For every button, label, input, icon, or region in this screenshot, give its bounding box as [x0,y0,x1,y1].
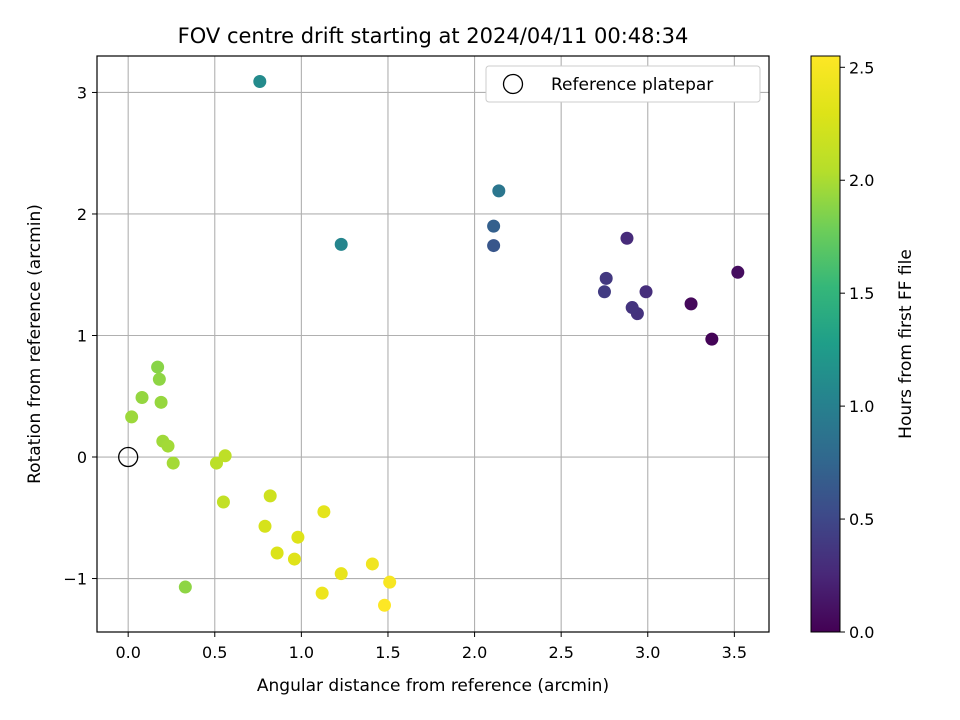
data-point [270,546,284,560]
data-point [151,360,165,374]
data-point [378,598,392,612]
reference-platepar-marker [118,446,139,468]
colorbar-tick-label: 2.5 [849,58,874,77]
data-point [334,237,348,251]
y-tick-label: 0 [77,448,87,467]
x-tick-label: 1.0 [289,643,314,662]
data-point [487,239,501,253]
data-point [731,265,745,279]
colorbar-tick-label: 2.0 [849,171,874,190]
legend-box [485,65,761,103]
colorbar-ticks: 0.0 0.5 1.0 1.5 2.0 2.5 [840,58,874,642]
colorbar-tick-label: 0.0 [849,623,874,642]
data-point [161,439,175,453]
y-tick-label: 2 [77,205,87,224]
data-point [154,395,168,409]
plot-frame [96,55,770,633]
data-point [291,530,305,544]
colorbar: 0.0 0.5 1.0 1.5 2.0 2.5 Hours from first FF f… [810,55,916,642]
data-point [258,519,272,533]
data-point [599,271,613,285]
data-point [492,184,506,198]
data-point [315,586,329,600]
y-tick-label: 3 [77,83,87,102]
data-point [625,301,639,315]
y-axis-ticks: −1 0 1 2 3 [63,83,97,589]
data-points [125,75,745,612]
y-tick-label: 1 [77,326,87,345]
data-point [365,557,379,571]
data-point [166,456,180,470]
x-tick-label: 0.5 [202,643,227,662]
data-point [210,456,224,470]
legend-open-circle-icon [502,73,524,95]
x-tick-label: 2.5 [548,643,573,662]
data-point [334,567,348,581]
data-point [383,575,397,589]
x-axis-ticks: 0.0 0.5 1.0 1.5 2.0 2.5 3.0 3.5 [115,632,747,662]
reference-marker-group [118,446,139,468]
x-axis-label: Angular distance from reference (arcmin) [257,676,609,696]
colorbar-label: Hours from first FF file [896,249,916,439]
data-point [287,552,301,566]
data-point [152,372,166,386]
colorbar-gradient [810,55,841,633]
data-point [218,449,232,463]
x-tick-label: 3.5 [722,643,747,662]
data-point [639,285,653,299]
chart-title: FOV centre drift starting at 2024/04/11 … [178,24,689,48]
x-tick-label: 2.0 [462,643,487,662]
legend-label: Reference platepar [551,75,713,95]
data-point [597,285,611,299]
legend: Reference platepar [485,65,761,103]
x-tick-label: 3.0 [635,643,660,662]
data-point [317,505,331,519]
data-point [178,580,192,594]
data-point [216,495,230,509]
x-tick-label: 1.5 [375,643,400,662]
data-point [487,219,501,233]
grid-lines [97,56,769,632]
data-point [125,410,139,424]
data-point [705,332,719,346]
x-tick-label: 0.0 [115,643,140,662]
colorbar-tick-label: 0.5 [849,510,874,529]
colorbar-tick-label: 1.0 [849,397,874,416]
colorbar-tick-label: 1.5 [849,284,874,303]
data-point [253,75,267,89]
data-point [684,297,698,311]
data-point [263,489,277,503]
y-axis-label: Rotation from reference (arcmin) [25,204,45,484]
data-point [620,231,634,245]
y-tick-label: −1 [63,570,87,589]
data-point [135,390,149,404]
